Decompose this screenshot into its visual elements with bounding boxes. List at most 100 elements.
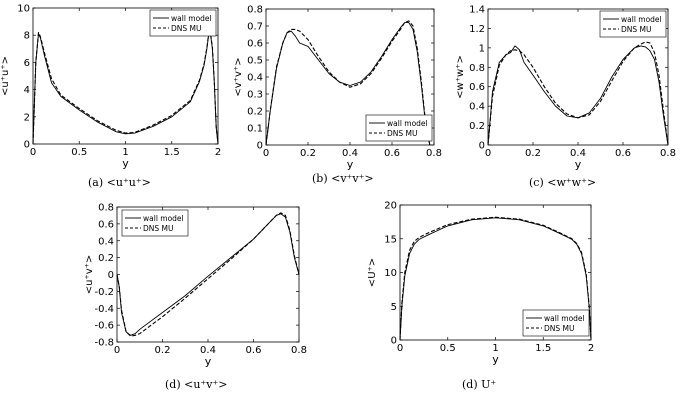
y-tick-label: 0.3	[247, 90, 263, 101]
y-tick-label: 0.4	[98, 236, 114, 247]
legend-box	[365, 114, 433, 142]
x-axis-label: y	[575, 158, 582, 171]
x-tick-label: 1	[492, 343, 498, 354]
x-tick-label: 2	[215, 147, 221, 158]
y-tick-label: 20	[384, 201, 397, 212]
x-tick-label: 0.6	[615, 148, 631, 159]
x-tick-label: 0.2	[525, 148, 541, 159]
legend-label: DNS MU	[171, 24, 202, 33]
caption-c: (c) <w⁺w⁺>	[529, 176, 597, 189]
y-tick-label: 15	[384, 234, 397, 245]
y-tick-label: 0	[108, 270, 114, 281]
y-tick-label: 0.4	[469, 102, 485, 113]
chart-3: 0 0.2 0.4 0.6 0.8 -0.8 -0.6 -0.4 -0.2 0 0.2 0.4 0.6 0…	[84, 203, 307, 369]
y-axis-label: <U⁺>	[367, 258, 378, 287]
caption-d: (d) <u⁺v⁺>	[165, 378, 228, 391]
x-tick-label: 0.5	[440, 343, 456, 354]
legend-label: DNS MU	[143, 224, 174, 233]
y-tick-label: -0.8	[94, 338, 114, 349]
y-tick-label: 0	[24, 140, 30, 151]
y-tick-label: 0.8	[469, 63, 485, 74]
y-tick-label: 0.2	[247, 107, 263, 118]
x-tick-label: 0.4	[570, 148, 586, 159]
y-tick-label: 0	[257, 141, 263, 152]
legend-label: wall model	[544, 314, 585, 323]
caption-e: (d) U⁺	[462, 378, 497, 391]
y-tick-label: 8	[24, 31, 30, 42]
y-tick-label: -0.4	[94, 304, 114, 315]
legend-box	[599, 10, 667, 38]
y-axis-label: <u⁺u⁺>	[0, 56, 11, 96]
y-tick-label: 0	[391, 336, 397, 347]
x-tick-label: 0	[263, 148, 269, 159]
y-tick-label: 0.2	[469, 121, 485, 132]
x-tick-label: 0.6	[384, 148, 400, 159]
legend-label: wall model	[143, 214, 184, 223]
series-line-dns-mu	[265, 20, 431, 146]
y-tick-label: 5	[391, 302, 397, 313]
y-tick-label: 0.2	[98, 253, 114, 264]
chart-1: 0 0.2 0.4 0.6 0.8 0 0.1 0.2 0.3 0.4 0.5 0.6 0.7 0.8 y <…	[233, 5, 442, 172]
y-tick-label: 0.4	[247, 73, 263, 84]
y-tick-label: 0.7	[247, 22, 263, 33]
caption-b: (b) <v⁺v⁺>	[312, 172, 374, 185]
x-axis-label: y	[205, 355, 212, 368]
x-axis-label: y	[347, 158, 354, 171]
y-tick-label: 0.6	[247, 39, 263, 50]
x-tick-label: 0	[30, 147, 36, 158]
x-axis-label: y	[492, 353, 499, 366]
y-tick-label: 0	[479, 141, 485, 152]
x-tick-label: 0	[397, 343, 403, 354]
x-axis-label: y	[122, 157, 129, 170]
y-axis-label: <u⁺v⁺>	[84, 255, 95, 295]
x-tick-label: 0.8	[660, 148, 676, 159]
x-tick-label: 0.2	[155, 345, 171, 356]
y-tick-label: 0.8	[98, 203, 114, 214]
x-tick-label: 1.5	[535, 343, 551, 354]
y-tick-label: -0.2	[94, 287, 114, 298]
y-axis-label: <w⁺w⁺>	[455, 55, 466, 99]
y-tick-label: 1	[479, 43, 485, 54]
y-tick-label: 0.6	[98, 219, 114, 230]
y-tick-label: 6	[24, 58, 30, 69]
x-tick-label: 0.4	[200, 345, 216, 356]
chart-2: 0 0.2 0.4 0.6 0.8 0 0.2 0.4 0.6 0.8 1 1.2 1.4 y <w⁺w⁺>…	[455, 5, 676, 172]
legend-label: DNS MU	[544, 324, 575, 333]
legend-label: wall model	[387, 119, 428, 128]
x-tick-label: 0.5	[71, 147, 87, 158]
series-line-dns-mu	[399, 216, 592, 341]
y-tick-label: 0.8	[247, 5, 263, 16]
y-tick-label: 1.2	[469, 24, 485, 35]
legend-label: DNS MU	[387, 129, 418, 138]
legend-box	[149, 9, 217, 37]
x-tick-label: 0	[485, 148, 491, 159]
legend-label: DNS MU	[621, 25, 652, 34]
x-tick-label: 1.5	[164, 147, 180, 158]
y-tick-label: 4	[24, 85, 30, 96]
y-tick-label: 0.6	[469, 82, 485, 93]
x-tick-label: 0.4	[342, 148, 358, 159]
y-tick-label: 1.4	[469, 5, 485, 16]
x-tick-label: 0.8	[291, 345, 307, 356]
legend-box	[522, 309, 590, 337]
y-tick-label: -0.6	[94, 321, 114, 332]
y-tick-label: 10	[17, 4, 30, 15]
y-tick-label: 0.1	[247, 124, 263, 135]
x-tick-label: 1	[122, 147, 128, 158]
x-tick-label: 0.2	[300, 148, 316, 159]
y-tick-label: 2	[24, 112, 30, 123]
y-tick-label: 0.5	[247, 56, 263, 67]
legend-label: wall model	[171, 14, 212, 23]
x-tick-label: 0.8	[426, 148, 442, 159]
legend-box	[121, 209, 189, 237]
caption-a: (a) <u⁺u⁺>	[88, 176, 151, 189]
legend-label: wall model	[621, 15, 662, 24]
